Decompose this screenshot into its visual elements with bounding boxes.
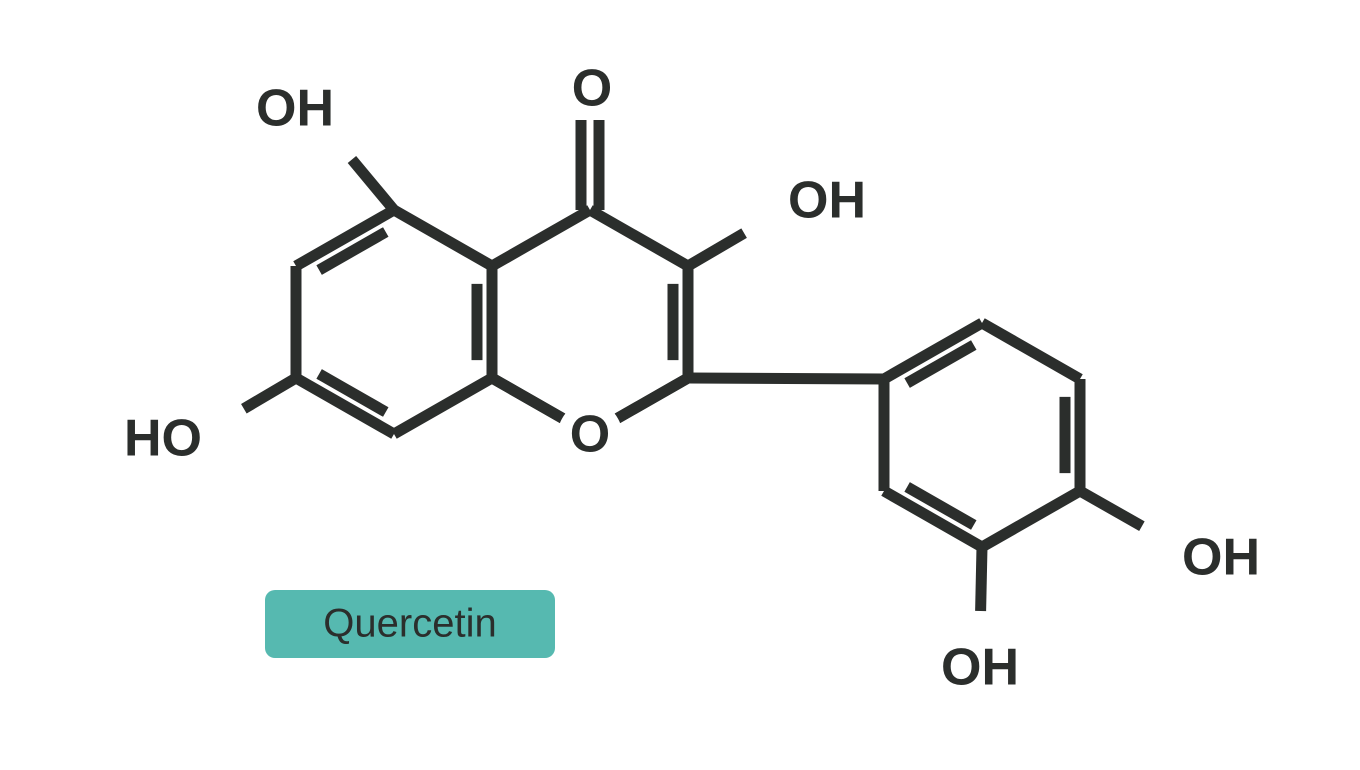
hydroxyl-label-a-left: HO [124, 410, 202, 468]
hydroxyl-label-c-right: OH [1182, 529, 1260, 587]
oxygen-ketone-label: O [572, 60, 612, 118]
hydroxyl-label-c-bottom: OH [941, 639, 1019, 697]
compound-name: Quercetin [323, 602, 496, 646]
bond-lines [244, 120, 1142, 611]
chemical-structure-diagram: O O OH HO OH OH OH Quercetin [0, 0, 1360, 770]
hydroxyl-label-a-top: OH [256, 80, 334, 138]
compound-name-badge: Quercetin [265, 590, 555, 658]
oxygen-ring-label: O [570, 406, 610, 464]
hydroxyl-label-b-right: OH [788, 172, 866, 230]
